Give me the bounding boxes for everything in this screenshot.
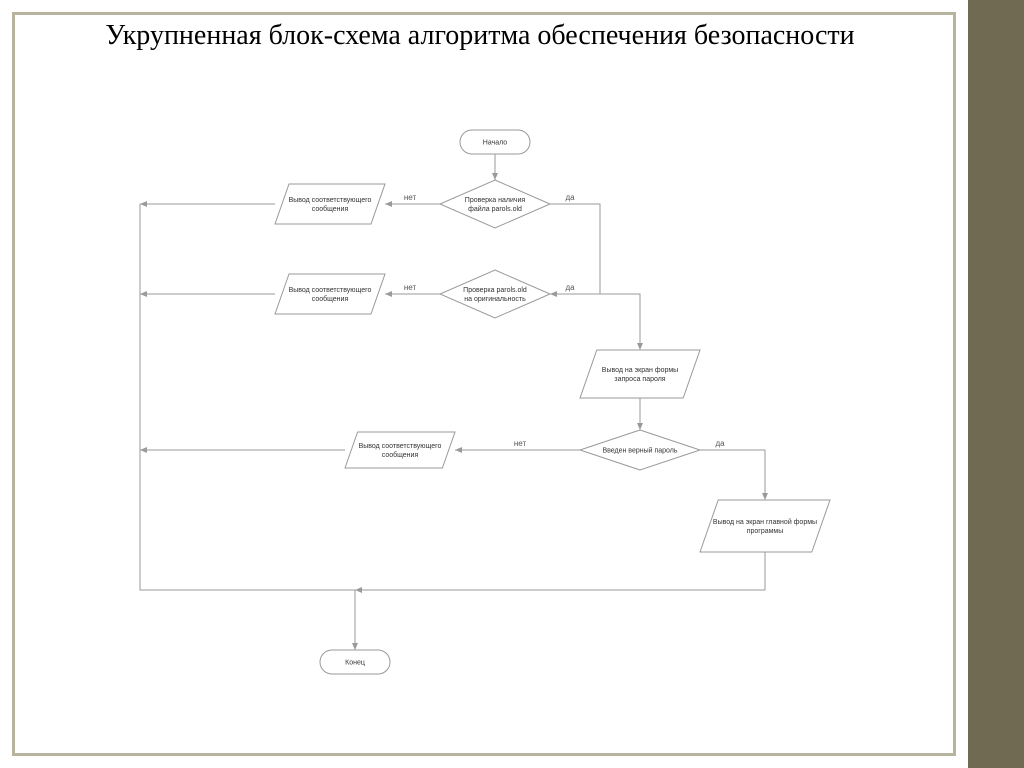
flow-edge [550,204,600,294]
flow-node-label-d3: Введен верный пароль [602,446,677,454]
flow-node-label-start: Начало [483,139,507,146]
flow-node-p1 [275,184,385,224]
flow-node-d1 [440,180,550,228]
flow-edge-label: нет [404,283,417,292]
flow-edge-label: да [715,439,725,448]
flow-node-d2 [440,270,550,318]
flow-edge [140,204,355,650]
flow-edge-label: нет [404,193,417,202]
flow-node-p3 [580,350,700,398]
flow-node-p4 [345,432,455,468]
flow-edge-label: нет [514,439,527,448]
flow-edge [355,552,765,590]
flow-node-p2 [275,274,385,314]
slide: Укрупненная блок-схема алгоритма обеспеч… [0,0,1024,768]
flowchart: нетданетданетдаНачалоПроверка наличияфай… [80,120,900,700]
flow-edge [550,294,640,350]
flow-node-p5 [700,500,830,552]
flow-edge-label: да [565,283,575,292]
flow-edge [700,450,765,500]
slide-title: Укрупненная блок-схема алгоритма обеспеч… [0,18,960,53]
flow-edge-label: да [565,193,575,202]
flow-node-label-end: Конец [345,659,365,666]
side-accent-bar [968,0,1024,768]
